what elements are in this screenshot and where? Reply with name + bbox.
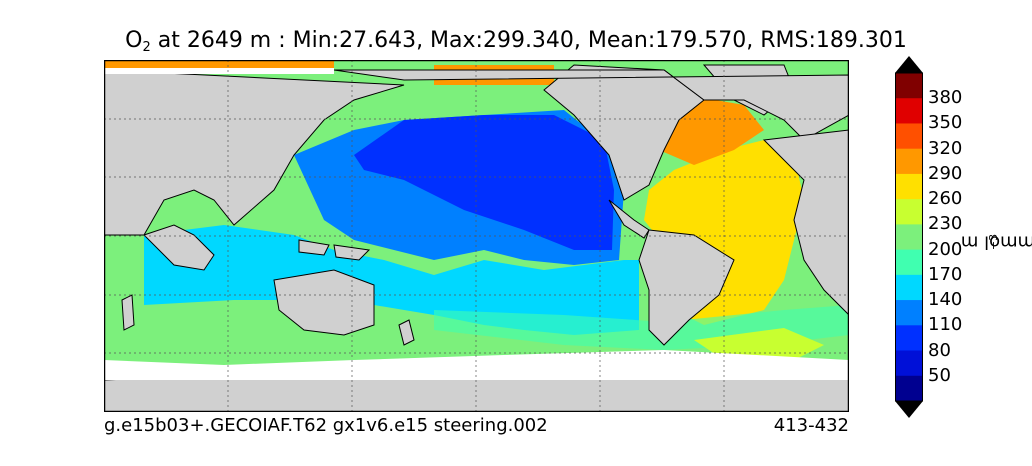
colorbar-segment xyxy=(895,325,923,352)
plot-title: O2 at 2649 m : Min:27.643, Max:299.340, … xyxy=(125,28,907,55)
colorbar-unit: mmol m −3 xyxy=(960,231,1032,253)
case-name: g.e15b03+.GECOIAF.T62 gx1v6.e15 steering… xyxy=(104,415,548,436)
arctic-orange xyxy=(104,60,334,70)
colorbar-segment xyxy=(895,274,923,301)
southern-yellowgreen xyxy=(694,328,824,360)
colorbar-tick-label: 80 xyxy=(928,339,951,361)
colorbar-tick-label: 200 xyxy=(928,238,963,260)
colorbar-tick-label: 170 xyxy=(928,263,963,285)
year-range: 413-432 xyxy=(773,415,849,436)
colorbar-segment xyxy=(895,73,923,99)
graticule xyxy=(104,60,849,412)
ocean-map xyxy=(104,60,849,412)
colorbar-segment xyxy=(895,98,923,124)
colorbar-segment xyxy=(895,350,923,377)
colorbar-tick-label: 260 xyxy=(928,188,963,210)
pacific-darkblue xyxy=(354,115,614,250)
colorbar-segment xyxy=(895,148,923,175)
map-frame xyxy=(104,60,849,412)
colorbar-tick-label: 110 xyxy=(928,314,963,336)
colorbar-segment xyxy=(895,224,923,251)
ice-areas xyxy=(104,68,849,380)
colorbar-segment xyxy=(895,375,923,402)
colorbar-top-arrow xyxy=(895,56,923,73)
colorbar-segment xyxy=(895,249,923,276)
colorbar xyxy=(895,56,923,418)
colorbar-tick-label: 140 xyxy=(928,289,963,311)
colorbar-bottom-arrow xyxy=(895,401,923,418)
colorbar-tick-label: 380 xyxy=(928,87,963,109)
atlantic-yellow xyxy=(644,140,804,325)
colorbar-tick-label: 50 xyxy=(928,364,951,386)
colorbar-segment xyxy=(895,300,923,326)
indian-ocean-cyan xyxy=(144,225,639,335)
colorbar-tick-label: 350 xyxy=(928,112,963,134)
colorbar-segment xyxy=(895,199,923,225)
colorbar-tick-label: 230 xyxy=(928,213,963,235)
colorbar-segment xyxy=(895,173,923,200)
land xyxy=(104,64,849,412)
colorbar-segment xyxy=(895,123,923,150)
colorbar-tick-label: 320 xyxy=(928,137,963,159)
colorbar-tick-label: 290 xyxy=(928,162,963,184)
